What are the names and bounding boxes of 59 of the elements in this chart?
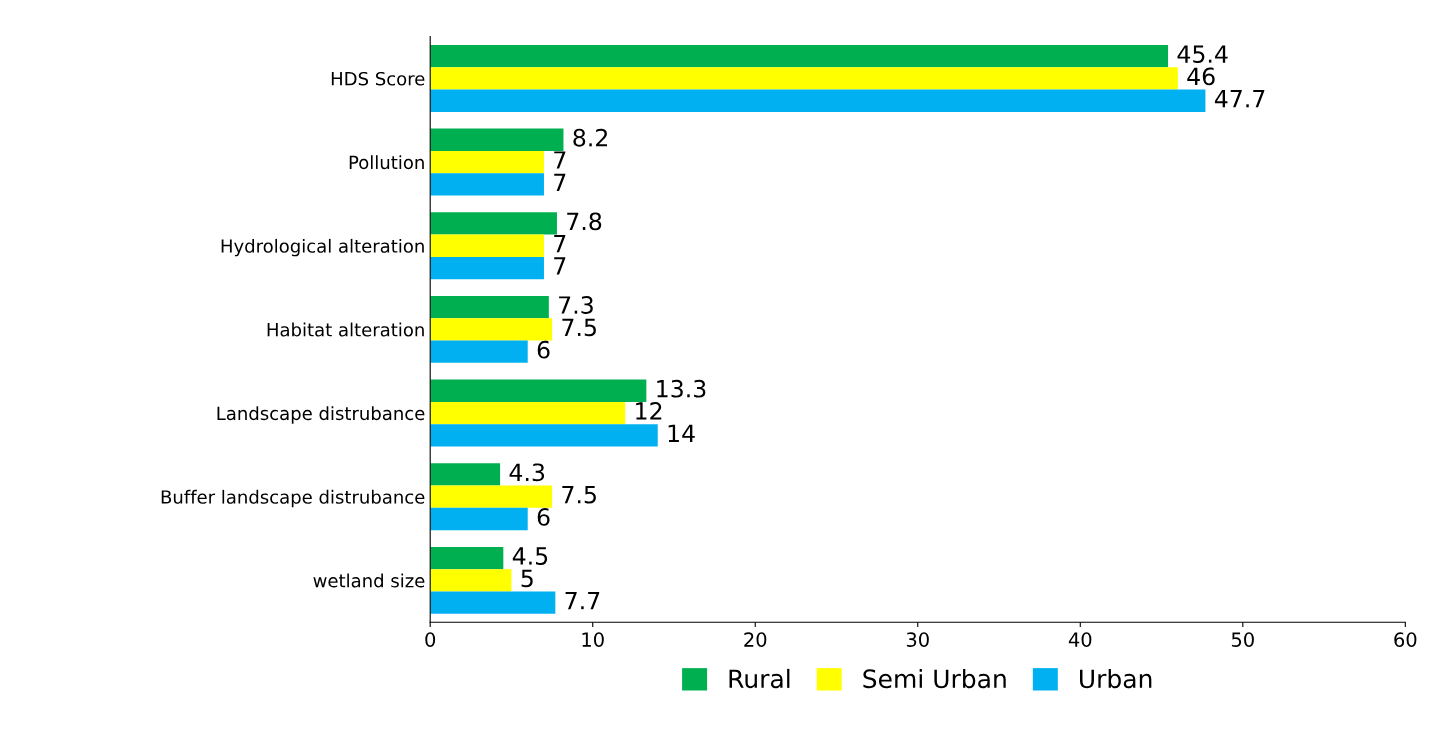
data-label: 47.7 <box>1214 90 1265 108</box>
data-label: 6 <box>537 340 550 359</box>
data-label: 7 <box>554 173 566 191</box>
data-label: 6 <box>537 508 550 526</box>
y-tick-label: Buffer landscape distrubance <box>161 489 425 508</box>
bar <box>430 591 556 614</box>
data-label: 7.5 <box>562 318 596 337</box>
legend-label: Urban <box>1080 668 1152 689</box>
bar <box>430 150 544 174</box>
y-tick-label: Habitat alteration <box>267 322 424 337</box>
x-tick-label: 0 <box>425 632 436 647</box>
bar <box>430 212 557 235</box>
bar <box>430 173 544 196</box>
bar <box>430 507 528 531</box>
bar <box>430 379 647 402</box>
data-label: 7.3 <box>559 296 593 314</box>
data-label: 7 <box>554 151 566 169</box>
data-label: 45.4 <box>1177 45 1228 63</box>
x-tick-label: 20 <box>744 632 767 647</box>
bar <box>430 256 544 280</box>
bar <box>430 318 553 341</box>
bar <box>430 485 553 508</box>
bar <box>430 67 1178 90</box>
bar <box>430 546 504 570</box>
legend-label: Rural <box>729 668 790 689</box>
y-tick-label: wetland size <box>313 573 425 588</box>
bar <box>430 234 544 257</box>
data-label: 7.8 <box>567 212 602 231</box>
bar <box>430 401 626 425</box>
x-tick-label: 10 <box>582 632 604 647</box>
bar <box>430 89 1206 112</box>
bar <box>430 340 528 363</box>
data-label: 14 <box>668 424 695 442</box>
data-label: 7.5 <box>562 486 596 504</box>
bar <box>430 424 658 447</box>
bar <box>430 44 1169 68</box>
bar <box>430 569 512 592</box>
data-label: 4.3 <box>509 463 545 482</box>
y-tick-label: Hydrological alteration <box>221 238 424 257</box>
bar <box>430 128 564 151</box>
bar <box>430 295 549 319</box>
x-tick-label: 40 <box>1068 632 1092 647</box>
y-tick-label: Landscape distrubance <box>217 406 425 424</box>
y-tick-label: HDS Score <box>331 71 425 86</box>
x-tick-label: 60 <box>1394 632 1417 647</box>
data-label: 12 <box>636 402 662 420</box>
data-label: 5 <box>521 569 533 588</box>
x-tick-label: 30 <box>906 632 929 647</box>
data-label: 8.2 <box>573 128 607 147</box>
x-tick-label: 50 <box>1231 632 1254 647</box>
data-label: 13.3 <box>657 379 706 398</box>
data-label: 7 <box>554 235 566 253</box>
data-label: 7 <box>554 257 566 275</box>
data-label: 7.7 <box>565 591 600 610</box>
data-label: 4.5 <box>512 547 548 565</box>
bar <box>430 463 501 486</box>
legend-label: Semi Urban <box>863 668 1006 689</box>
y-tick-label: Pollution <box>349 155 424 170</box>
data-label: 46 <box>1187 67 1215 86</box>
